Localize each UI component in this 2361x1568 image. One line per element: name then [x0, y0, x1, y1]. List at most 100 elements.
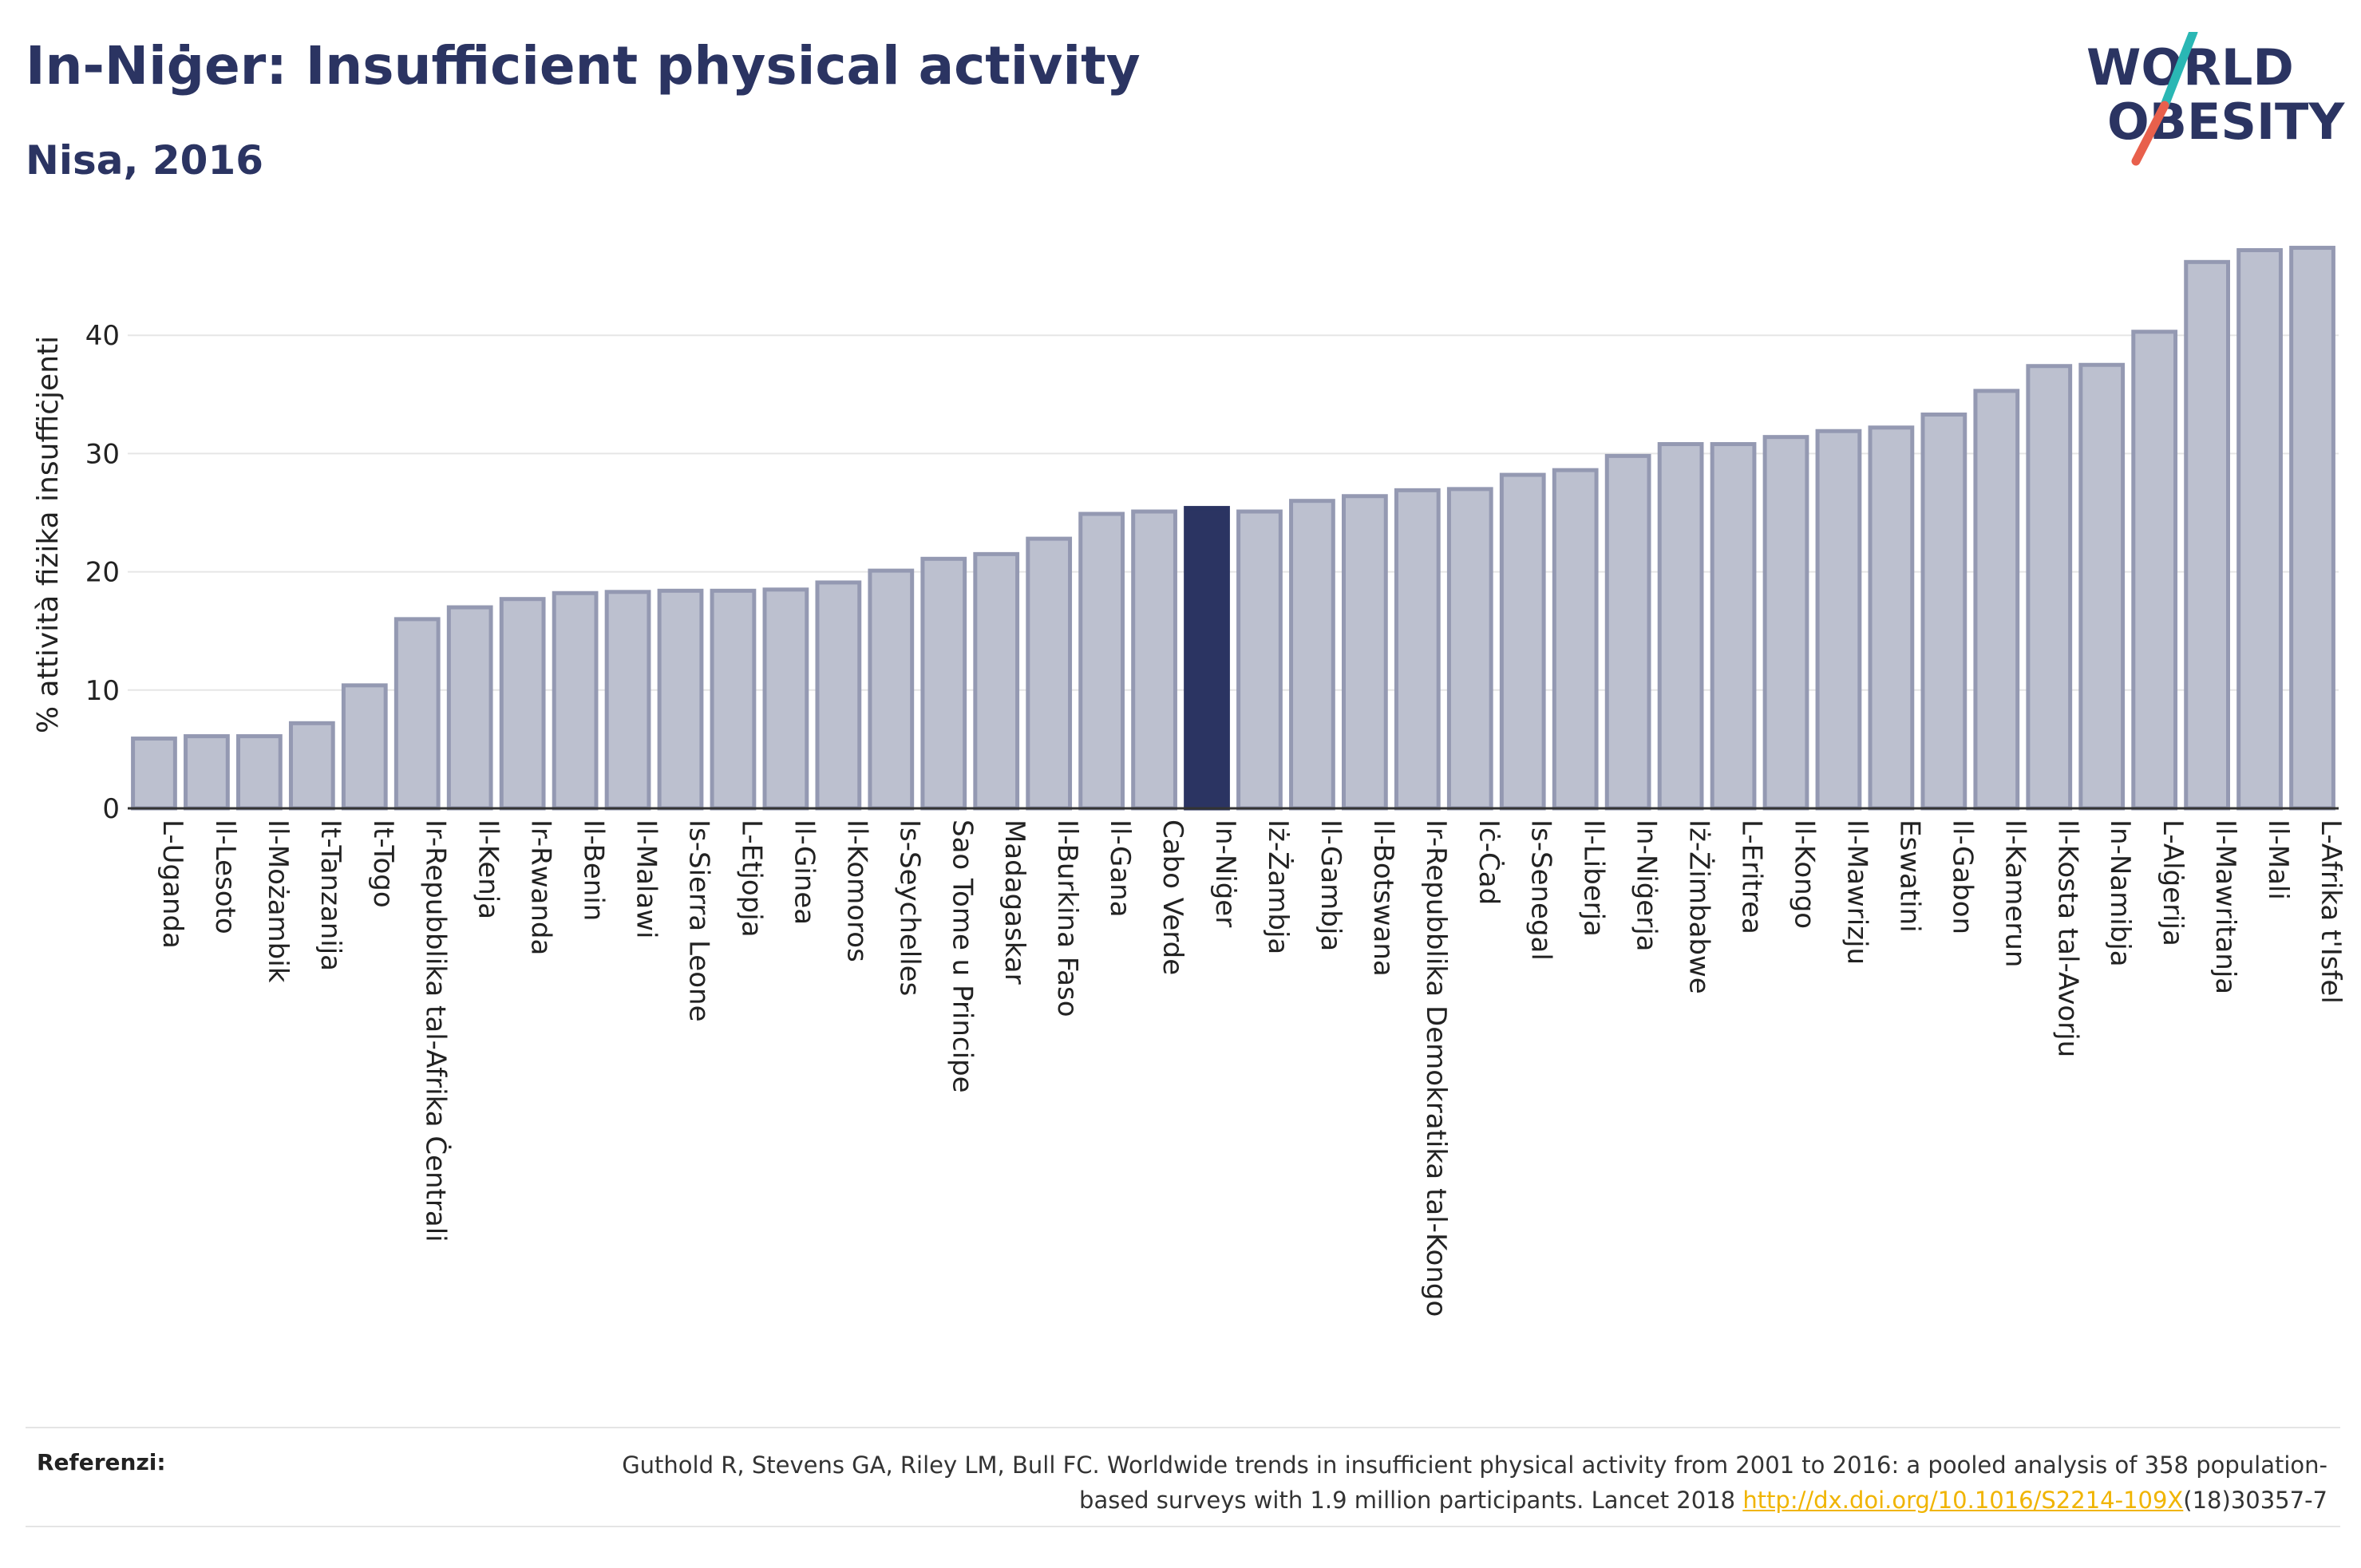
bar	[552, 590, 599, 811]
y-tick-label: 40	[85, 320, 120, 352]
reference-text: Guthold R, Stevens GA, Riley LM, Bull FC…	[571, 1448, 2327, 1518]
bar	[446, 605, 493, 811]
x-tick-label: Iċ-Ċad	[1473, 820, 1505, 905]
bar	[815, 580, 862, 811]
x-tick-label: Il-Lesoto	[209, 820, 241, 934]
bar	[2289, 246, 2335, 811]
y-axis-label: % attività fiżika insuffiċjenti	[32, 336, 65, 733]
x-tick-label: Il-Kongo	[1789, 820, 1821, 929]
bar-highlight	[1184, 506, 1230, 811]
x-tick-label: Il-Kenja	[473, 820, 504, 919]
x-tick-label: Il-Mali	[2262, 820, 2294, 900]
bar	[1394, 488, 1441, 811]
bar	[657, 588, 704, 811]
reference-citation: Guthold R, Stevens GA, Riley LM, Bull FC…	[622, 1451, 2327, 1514]
bar	[1973, 389, 2020, 811]
bar	[2131, 330, 2178, 811]
bar	[1026, 536, 1073, 811]
reference-citation-suffix: (18)30357-7	[2183, 1487, 2327, 1514]
reference-divider-bottom	[26, 1526, 2340, 1527]
chart-subtitle: Nisa, 2016	[26, 137, 264, 184]
x-tick-label: Is-Seychelles	[893, 820, 925, 996]
bar	[1236, 509, 1283, 811]
x-tick-label: Il-Gabon	[1946, 820, 1978, 934]
bar	[1604, 453, 1651, 811]
x-tick-label: Il-Ginea	[788, 820, 820, 925]
reference-doi-link[interactable]: http://dx.doi.org/10.1016/S2214-109X	[1742, 1487, 2184, 1514]
bar	[1131, 509, 1177, 811]
x-tick-label: L-Afrika t'Isfel	[2315, 820, 2347, 1004]
bar	[236, 734, 283, 811]
bar	[1868, 425, 1915, 811]
bar	[710, 588, 757, 811]
bar	[1762, 435, 1809, 811]
chart-title: In-Niġer: Insufficient physical activity	[26, 35, 1141, 97]
x-tick-label: L-Eritrea	[1736, 820, 1768, 934]
bar-chart: 0 10 20 30 40 L-Uganda Il-Lesoto Il-Możambik It-…	[32, 246, 2347, 1317]
bar	[131, 737, 177, 811]
x-tick-label: In-Namibja	[2104, 820, 2136, 967]
bar	[604, 590, 651, 811]
x-tick-label: Eswatini	[1893, 820, 1925, 933]
x-tick-label: Il-Możambik	[262, 820, 294, 983]
x-tick-label: L-Alġerija	[2157, 820, 2189, 946]
bar	[1657, 442, 1704, 811]
bar	[868, 568, 915, 811]
x-tick-label: Il-Botswana	[1367, 820, 1399, 977]
x-tick-label: Ir-Rwanda	[525, 820, 557, 955]
x-tick-label: In-Niġerja	[1631, 820, 1663, 951]
x-tick-label: Il-Mawrizju	[1841, 820, 1873, 965]
bar	[184, 734, 230, 811]
x-tick-label: L-Uganda	[156, 820, 188, 949]
x-tick-label: It-Togo	[367, 820, 399, 908]
y-tick-label: 30	[85, 438, 120, 470]
bar	[1552, 468, 1599, 811]
bar	[1342, 494, 1388, 811]
bar	[1920, 412, 1968, 811]
x-tick-label: Il-Benin	[578, 820, 610, 921]
bar	[1499, 472, 1546, 811]
x-tick-label: In-Niġer	[1209, 820, 1241, 927]
x-tick-label: Is-Senegal	[1525, 820, 1557, 961]
bar	[1446, 487, 1493, 811]
bars	[131, 246, 2335, 811]
x-tick-label: Il-Burkina Faso	[1051, 820, 1083, 1017]
x-tick-label: Ir-Repubblika Demokratika tal-Kongo	[1420, 820, 1452, 1317]
x-tick-label: Sao Tome u Principe	[946, 820, 978, 1093]
bar	[394, 617, 441, 811]
x-tick-label: Is-Sierra Leone	[683, 820, 715, 1022]
x-tick-label: Il-Kosta tal-Avorju	[2051, 820, 2083, 1057]
logo-slash-bottom-icon	[2131, 101, 2169, 166]
bar	[1078, 511, 1125, 811]
bar	[1289, 499, 1335, 811]
bar	[288, 721, 335, 811]
bar	[499, 597, 546, 811]
y-tick-label: 20	[85, 557, 120, 589]
x-tick-label: Iż-Żimbabwe	[1683, 820, 1715, 994]
x-tick-label: Il-Gambja	[1315, 820, 1347, 951]
x-tick-label: Il-Kamerun	[1999, 820, 2031, 967]
x-tick-label: It-Tanzanija	[314, 820, 346, 971]
x-tick-label: L-Etjopja	[735, 820, 767, 938]
x-tick-label: Madagaskar	[999, 820, 1030, 985]
bar	[762, 587, 809, 811]
bar	[341, 683, 388, 811]
x-tick-label: Il-Komoros	[840, 820, 872, 962]
bar	[920, 556, 967, 811]
reference-divider-top	[26, 1427, 2340, 1428]
grid-lines	[128, 334, 2339, 691]
x-tick-label: Il-Liberja	[1578, 820, 1610, 937]
x-tick-label: Il-Malawi	[631, 820, 662, 938]
reference-label: Referenzi:	[37, 1449, 166, 1475]
x-tick-label: Il-Gana	[1104, 820, 1136, 918]
y-tick-label: 10	[85, 675, 120, 707]
bar	[2026, 364, 2073, 811]
world-obesity-logo: WORLD OBESITY	[2086, 32, 2345, 166]
x-tick-label: Ir-Repubblika tal-Afrika Ċentrali	[420, 820, 453, 1242]
bar	[2236, 247, 2283, 811]
bar	[2078, 362, 2126, 811]
bar	[2184, 259, 2230, 811]
x-tick-label: Il-Mawritanja	[2209, 820, 2241, 994]
logo-slash-top-icon	[2160, 32, 2198, 110]
x-tick-label: Iż-Żambja	[1262, 820, 1294, 954]
